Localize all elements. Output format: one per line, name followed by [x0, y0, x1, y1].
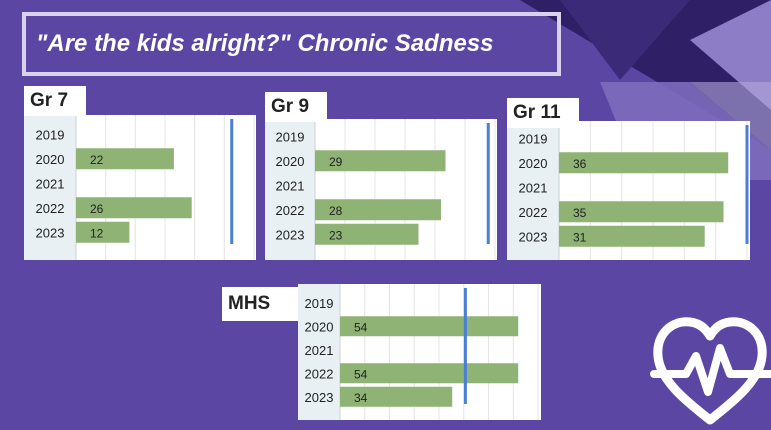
mhs-tick-label: 2019 — [305, 296, 334, 311]
heart-pulse-icon — [650, 317, 771, 425]
gr9-bar — [315, 223, 419, 245]
gr9-tick-label: 2020 — [276, 154, 305, 169]
gr11-data-label: 36 — [573, 157, 587, 171]
chart-title-gr7: Gr 7 — [24, 86, 86, 116]
gr7-tick-label: 2020 — [36, 152, 65, 167]
gr7-data-label: 26 — [90, 202, 104, 216]
mhs-bar — [340, 316, 519, 337]
mhs-tick-label: 2020 — [305, 319, 334, 334]
chart-title-gr9: Gr 9 — [265, 92, 327, 122]
gr7-tick-label: 2021 — [36, 176, 65, 191]
chart-panel-gr11: 2019 2020 36 2021 2022 35 2023 31 — [507, 121, 750, 260]
chart-gr11: 2019 2020 36 2021 2022 35 2023 31 — [507, 121, 749, 260]
gr11-bar — [559, 225, 705, 247]
gr9-tick-label: 2021 — [276, 178, 305, 193]
mhs-tick-label: 2021 — [305, 343, 334, 358]
gr9-data-label: 23 — [329, 228, 343, 242]
gr7-axis-column — [24, 115, 76, 260]
gr11-tick-label: 2020 — [519, 156, 548, 171]
mhs-bar — [340, 386, 453, 407]
gr7-tick-label: 2023 — [36, 225, 65, 240]
gr7-data-label: 12 — [90, 226, 104, 240]
gr7-data-label: 22 — [90, 153, 104, 167]
gr11-bar — [559, 201, 724, 223]
mhs-tick-label: 2023 — [305, 390, 334, 405]
gr11-tick-label: 2019 — [519, 131, 548, 146]
gr7-bar — [76, 221, 130, 243]
gr7-tick-label: 2019 — [36, 127, 65, 142]
gr11-axis-column — [507, 121, 559, 260]
mhs-data-label: 54 — [354, 367, 368, 381]
mhs-data-label: 34 — [354, 391, 368, 405]
gr7-bar — [76, 197, 192, 219]
chart-mhs: 2019 2020 54 2021 2022 54 2023 34 — [298, 284, 539, 420]
gr9-bar — [315, 199, 441, 221]
gr9-tick-label: 2019 — [276, 129, 305, 144]
chart-title-mhs: MHS — [222, 287, 298, 321]
chart-panel-gr9: 2019 2020 29 2021 2022 28 2023 23 — [265, 119, 497, 260]
mhs-data-label: 54 — [354, 320, 368, 334]
mhs-axis-column — [298, 284, 340, 420]
gr9-tick-label: 2023 — [276, 227, 305, 242]
gr7-bar — [76, 148, 174, 170]
mhs-tick-label: 2022 — [305, 366, 334, 381]
title-box: "Are the kids alright?" Chronic Sadness — [22, 12, 561, 76]
gr9-data-label: 28 — [329, 204, 343, 218]
chart-title-gr11: Gr 11 — [507, 98, 579, 128]
gr9-tick-label: 2022 — [276, 203, 305, 218]
chart-gr9: 2019 2020 29 2021 2022 28 2023 23 — [265, 119, 496, 260]
gr11-data-label: 31 — [573, 230, 587, 244]
gr11-tick-label: 2021 — [519, 180, 548, 195]
gr11-data-label: 35 — [573, 206, 587, 220]
chart-panel-mhs: 2019 2020 54 2021 2022 54 2023 34 — [298, 284, 541, 420]
gr11-tick-label: 2022 — [519, 205, 548, 220]
mhs-bar — [340, 363, 519, 384]
gr9-axis-column — [265, 119, 315, 260]
gr7-tick-label: 2022 — [36, 201, 65, 216]
gr11-bar — [559, 152, 729, 174]
chart-gr7: 2019 2020 22 2021 2022 26 2023 12 — [24, 115, 255, 260]
gr11-tick-label: 2023 — [519, 229, 548, 244]
gr9-bar — [315, 150, 446, 172]
page-title: "Are the kids alright?" Chronic Sadness — [36, 30, 494, 57]
chart-panel-gr7: 2019 2020 22 2021 2022 26 2023 12 — [24, 115, 256, 260]
gr9-data-label: 29 — [329, 155, 343, 169]
